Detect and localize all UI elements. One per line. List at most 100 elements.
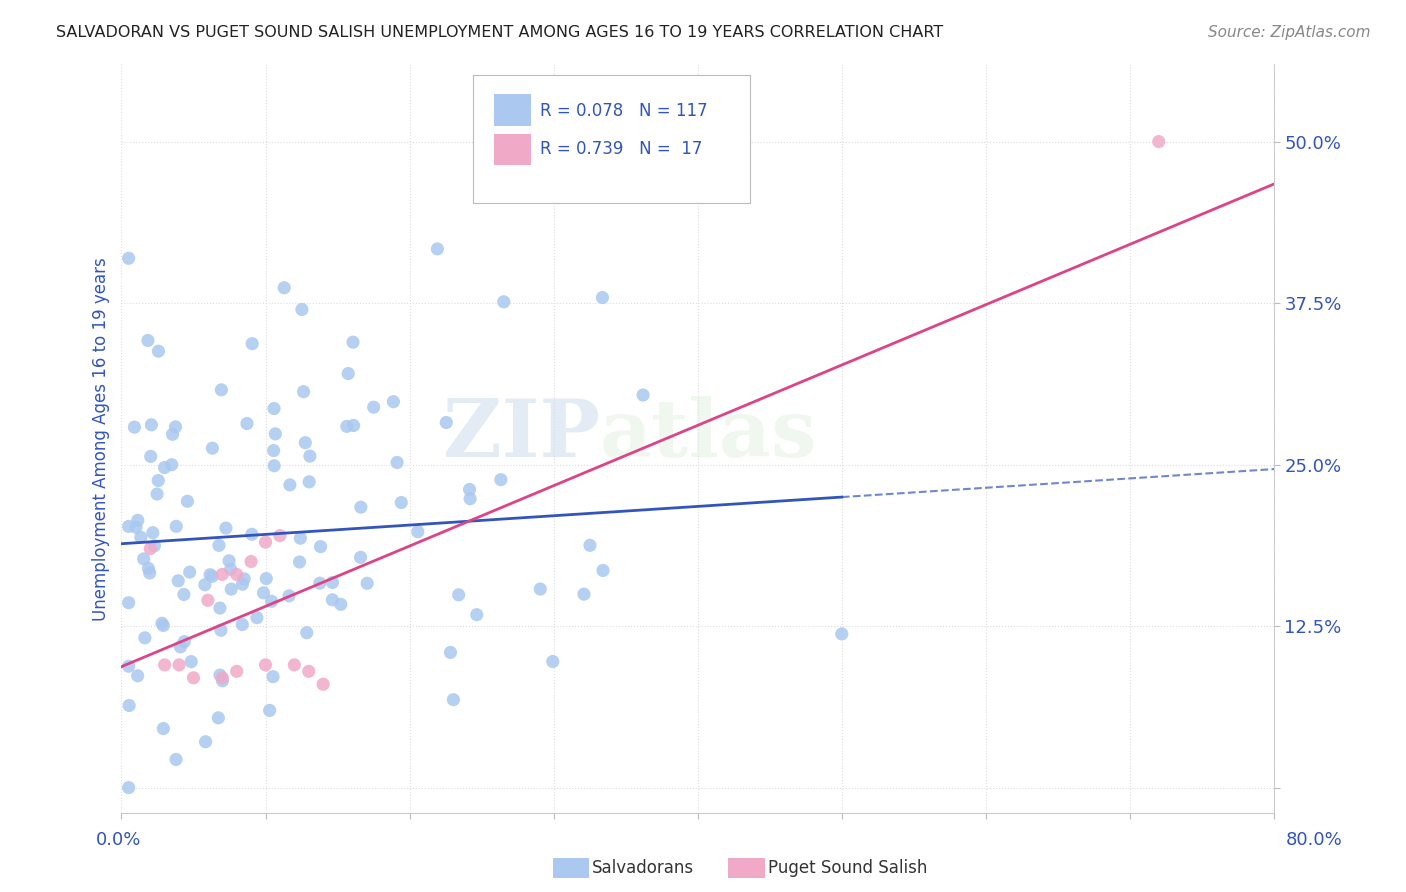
Point [148, 344, 170, 359]
Point [125, 520, 148, 534]
Point [321, 592, 343, 607]
Point [139, 450, 162, 464]
Point [201, 441, 224, 455]
Point [207, 711, 229, 725]
Point [246, 610, 269, 624]
Point [298, 475, 321, 489]
Point [136, 334, 159, 348]
Point [208, 601, 231, 615]
Point [117, 659, 139, 673]
Point [264, 426, 287, 441]
Point [139, 541, 162, 556]
FancyBboxPatch shape [472, 75, 749, 202]
Point [176, 494, 198, 508]
Text: 80.0%: 80.0% [1286, 831, 1343, 849]
Point [591, 291, 613, 305]
Point [260, 594, 283, 608]
Point [152, 722, 174, 736]
Point [278, 478, 301, 492]
Point [1147, 135, 1170, 149]
Point [134, 631, 156, 645]
Point [162, 427, 184, 442]
Point [148, 474, 170, 488]
Point [231, 617, 253, 632]
Point [447, 588, 470, 602]
Point [211, 671, 233, 685]
Point [218, 554, 240, 568]
Point [382, 394, 405, 409]
Point [312, 677, 335, 691]
Point [215, 521, 238, 535]
Point [173, 587, 195, 601]
Text: Puget Sound Salish: Puget Sound Salish [768, 859, 927, 877]
Point [489, 473, 512, 487]
Point [263, 443, 285, 458]
Point [263, 458, 285, 473]
Point [209, 624, 232, 638]
Text: Source: ZipAtlas.com: Source: ZipAtlas.com [1208, 25, 1371, 40]
Point [153, 657, 176, 672]
Point [269, 529, 291, 543]
Point [298, 449, 321, 463]
Point [118, 698, 141, 713]
Y-axis label: Unemployment Among Ages 16 to 19 years: Unemployment Among Ages 16 to 19 years [93, 257, 110, 621]
Point [342, 418, 364, 433]
Point [529, 582, 551, 596]
Point [458, 491, 481, 506]
Point [173, 634, 195, 648]
Point [132, 552, 155, 566]
Point [441, 692, 464, 706]
FancyBboxPatch shape [494, 94, 530, 126]
Point [209, 383, 232, 397]
Point [138, 566, 160, 580]
Point [259, 703, 281, 717]
Point [831, 627, 853, 641]
Point [117, 519, 139, 533]
Point [165, 752, 187, 766]
Point [240, 554, 263, 568]
FancyBboxPatch shape [494, 134, 530, 165]
Text: SALVADORAN VS PUGET SOUND SALISH UNEMPLOYMENT AMONG AGES 16 TO 19 YEARS CORRELAT: SALVADORAN VS PUGET SOUND SALISH UNEMPLO… [56, 25, 943, 40]
Point [349, 550, 371, 565]
Point [406, 524, 429, 539]
Point [309, 540, 332, 554]
Point [434, 416, 457, 430]
Point [183, 671, 205, 685]
Point [292, 384, 315, 399]
Text: R = 0.078   N = 117: R = 0.078 N = 117 [540, 102, 707, 120]
Point [342, 335, 364, 350]
Point [117, 252, 139, 266]
Text: Salvadorans: Salvadorans [592, 859, 695, 877]
Point [153, 460, 176, 475]
Point [385, 455, 408, 469]
Point [465, 607, 488, 622]
Point [426, 242, 449, 256]
Point [350, 500, 373, 515]
Point [458, 483, 481, 497]
Point [150, 616, 173, 631]
Point [492, 294, 515, 309]
Point [208, 668, 231, 682]
Point [240, 336, 263, 351]
Point [211, 673, 233, 688]
Point [129, 530, 152, 544]
Point [142, 525, 165, 540]
Point [225, 665, 247, 679]
Point [219, 562, 242, 576]
Point [165, 420, 187, 434]
Point [288, 555, 311, 569]
Point [283, 657, 305, 672]
Point [194, 578, 217, 592]
Point [298, 665, 321, 679]
Point [233, 572, 256, 586]
Point [146, 487, 169, 501]
Point [169, 640, 191, 654]
Point [117, 596, 139, 610]
Point [541, 655, 564, 669]
Point [321, 575, 343, 590]
Point [160, 458, 183, 472]
Point [295, 625, 318, 640]
Point [194, 735, 217, 749]
Point [308, 576, 330, 591]
Point [208, 538, 231, 552]
